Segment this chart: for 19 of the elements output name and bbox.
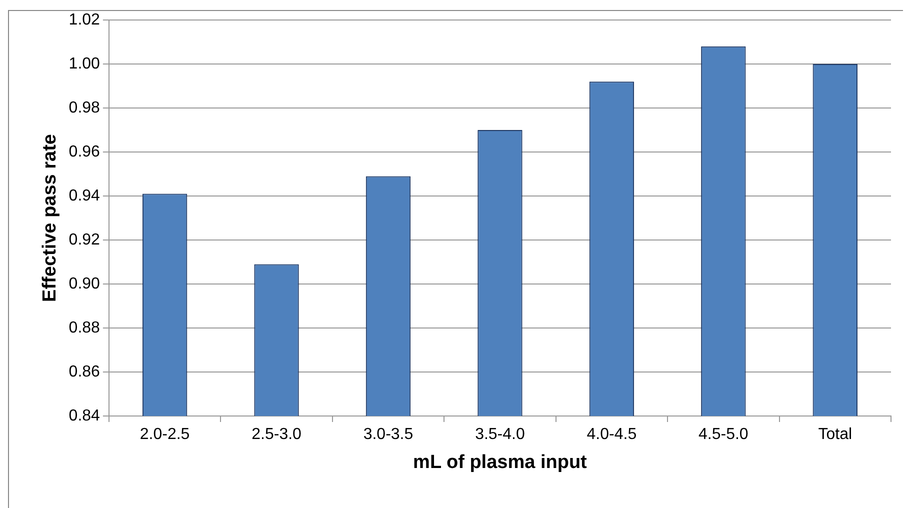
y-tick-label: 0.88	[68, 319, 100, 336]
y-tick-label: 0.98	[68, 99, 100, 116]
x-tick-label: Total	[818, 426, 852, 444]
y-tick-label: 0.84	[68, 407, 100, 424]
y-tick-label: 0.90	[68, 275, 100, 292]
x-tick-label: 2.5-3.0	[252, 426, 302, 444]
y-tick-label: 0.86	[68, 363, 100, 380]
y-tick-label: 1.02	[68, 11, 100, 28]
x-tick-label: 3.0-3.5	[363, 426, 414, 444]
x-axis-title: mL of plasma input	[413, 452, 588, 473]
y-axis-title: Effective pass rate	[40, 134, 61, 302]
y-tick-label: 0.94	[68, 187, 100, 204]
y-tick-label: 0.92	[68, 231, 100, 248]
x-tick-label: 2.0-2.5	[140, 426, 190, 444]
y-tick-label: 0.96	[68, 143, 100, 160]
x-tick-label: 4.0-4.5	[586, 426, 637, 444]
x-tick-label: 4.5-5.0	[698, 426, 748, 444]
x-tick-label: 3.5-4.0	[475, 426, 525, 444]
y-tick-label: 1.00	[68, 55, 100, 72]
